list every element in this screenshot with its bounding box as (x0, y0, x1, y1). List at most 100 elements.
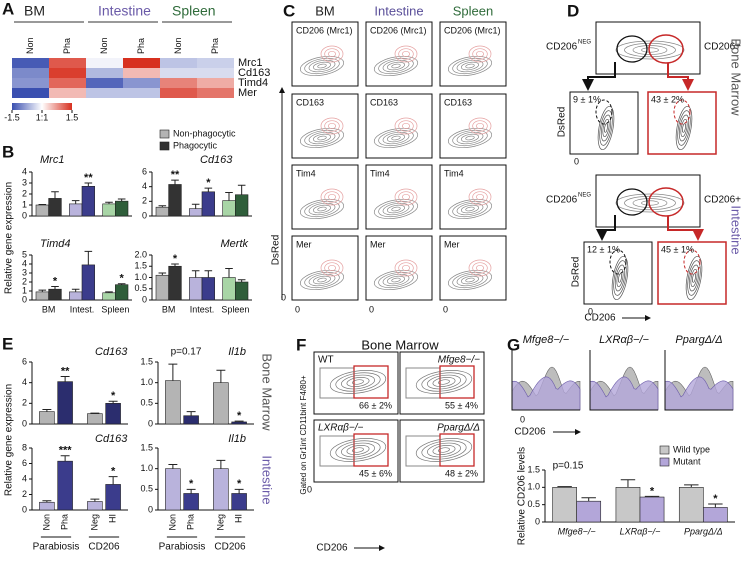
error-bar (216, 369, 226, 383)
arrow (667, 63, 694, 91)
heat-cell (86, 78, 123, 88)
flow-plot (291, 93, 359, 159)
histogram-mutant (589, 376, 659, 411)
contour (460, 204, 480, 214)
y-axis-label: DsRed (557, 107, 568, 138)
contour (688, 264, 700, 292)
error-bar (237, 279, 246, 282)
flow-plot (569, 91, 639, 155)
gate (353, 365, 389, 399)
flow-plot (365, 93, 433, 159)
y-tick-label: 4 (22, 377, 27, 387)
error-bar (204, 270, 213, 278)
bar (235, 194, 249, 217)
contour (472, 48, 488, 60)
axis-zero: 0 (307, 484, 312, 494)
contour (391, 206, 401, 212)
contour (614, 264, 626, 292)
heat-cell (197, 78, 234, 88)
contour (373, 198, 419, 220)
genotype: LXRαβ−/− (599, 334, 649, 346)
legend-swatch (659, 457, 670, 467)
chart-title: Mrc1 (40, 154, 64, 166)
y-tick-label: 0 (22, 418, 27, 428)
contour (447, 127, 493, 149)
y-tick-label: 0.5 (134, 283, 147, 293)
bar (678, 487, 704, 523)
contour (308, 273, 336, 287)
contour (320, 117, 344, 135)
heat-cell (49, 58, 86, 68)
column-label: Non (25, 37, 35, 54)
contour (472, 120, 488, 132)
contour (468, 259, 492, 277)
flow-plot (365, 235, 433, 301)
heat-cell (12, 58, 49, 68)
error-bar (216, 459, 226, 469)
bar (35, 291, 49, 301)
contour (304, 200, 340, 218)
contour (382, 202, 410, 216)
x-tick-label: Pha (59, 514, 69, 530)
contour (468, 117, 492, 135)
row-label: Tim4 (370, 168, 390, 178)
legend-label: Phagocytic (173, 140, 218, 150)
contour (378, 57, 414, 75)
contour (317, 135, 327, 141)
flow-plot (647, 91, 717, 155)
column-group: Spleen (172, 3, 216, 19)
column-label: Pha (62, 38, 72, 54)
y-tick-label: 1.5 (134, 261, 147, 271)
bar (201, 191, 215, 217)
contour (618, 273, 622, 283)
chart-title: Il1b (228, 346, 246, 358)
legend-swatch (159, 141, 170, 151)
error-bar (38, 289, 47, 292)
row-label: Mer (370, 239, 386, 249)
panel-label: D (567, 1, 579, 20)
contour (472, 262, 488, 274)
contour (432, 377, 456, 387)
genotype: LXRαβ−/− (318, 423, 363, 434)
flow-plot (291, 235, 359, 301)
genotype: WT (318, 355, 334, 366)
contour (299, 127, 345, 149)
contour (346, 445, 370, 455)
gate-percent: 45 ± 1% (661, 244, 694, 254)
gate-percent: 9 ± 1% (573, 94, 601, 104)
significance: * (650, 485, 655, 497)
x-tick-label: PpargΔ/Δ (684, 526, 723, 536)
contour (373, 127, 419, 149)
error-bar (168, 464, 178, 469)
column-title: BM (315, 3, 335, 18)
gate-percent: 12 ± 1% (587, 244, 620, 254)
significance: *** (59, 445, 73, 457)
error-bar (90, 498, 100, 502)
contour (317, 277, 327, 283)
significance: ** (171, 169, 180, 181)
bar (213, 382, 229, 425)
contour (386, 204, 406, 214)
bar (57, 381, 73, 425)
flow-plot (657, 241, 727, 305)
panel-label: G (507, 335, 520, 354)
error-bar (186, 488, 196, 494)
contour (299, 269, 345, 291)
y-tick-label: 1.0 (140, 463, 153, 473)
chart-title: Timd4 (40, 238, 70, 250)
bar (48, 288, 62, 301)
contour (320, 259, 344, 277)
error-bar (105, 291, 113, 293)
contour (475, 193, 485, 201)
dsred-gate (673, 99, 691, 125)
gate-percent: 55 ± 4% (445, 400, 478, 410)
panel-title: Bone Marrow (361, 337, 439, 352)
bar (576, 500, 602, 523)
heat-cell (49, 68, 86, 78)
contour (394, 45, 418, 63)
bar (102, 292, 116, 301)
error-bar (51, 191, 59, 199)
row-label: Mer (296, 239, 312, 249)
error-bar (105, 201, 113, 204)
bar (222, 200, 236, 217)
